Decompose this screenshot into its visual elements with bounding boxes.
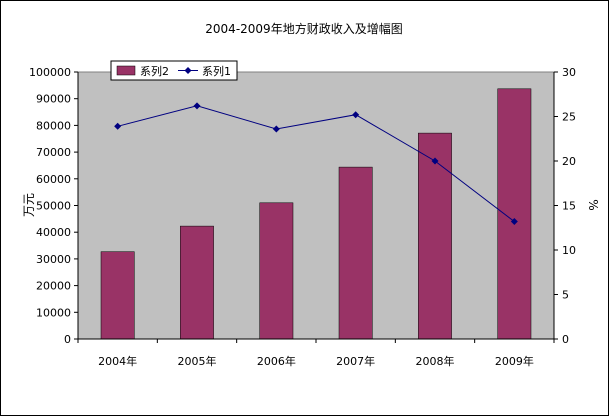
- bar-4: [338, 166, 373, 340]
- y-right-tick-label-6: 30: [562, 66, 576, 79]
- line-point-3: [272, 125, 280, 133]
- bar-5: [418, 132, 452, 340]
- y-left-tick-label-2: 20000: [36, 280, 71, 293]
- y-axis-left-label: 万元: [22, 193, 36, 217]
- y-left-tick-label-9: 90000: [36, 93, 71, 106]
- line-series-path: [117, 105, 515, 222]
- y-left-tick-label-5: 50000: [36, 200, 71, 213]
- legend-label-series-line: 系列1: [202, 64, 231, 78]
- y-left-tick-label-1: 10000: [36, 306, 71, 319]
- y-left-tick-label-6: 60000: [36, 173, 71, 186]
- chart-title: 2004-2009年地方财政收入及增幅图: [205, 21, 402, 36]
- y-right-tick-label-3: 15: [562, 200, 576, 213]
- y-right-tick-label-2: 10: [562, 244, 576, 257]
- x-tick-label-3: 2006年: [257, 354, 296, 368]
- x-tick-label-5: 2008年: [416, 354, 455, 368]
- legend-swatch-series-bar: [116, 65, 136, 76]
- axes-layer: 0 10000 20000 30000 40000 50000 60000 70000 8000…: [29, 66, 576, 368]
- y-axis-right-label: %: [586, 199, 600, 210]
- y-right-tick-label-1: 5: [562, 289, 569, 302]
- bar-3: [259, 202, 294, 340]
- y-left-tick-label-8: 80000: [36, 119, 71, 132]
- y-right-tick-label-4: 20: [562, 155, 576, 168]
- line-layer: [114, 102, 518, 226]
- y-left-tick-label-10: 100000: [29, 66, 71, 79]
- y-left-tick-label-3: 30000: [36, 253, 71, 266]
- bars-layer: [100, 88, 532, 340]
- line-point-1: [114, 122, 122, 130]
- y-right-tick-label-5: 25: [562, 111, 576, 124]
- line-point-2: [193, 102, 201, 110]
- x-tick-label-2: 2005年: [178, 354, 217, 368]
- x-tick-label-1: 2004年: [98, 354, 137, 368]
- bar-2: [180, 225, 214, 340]
- y-left-tick-label-0: 0: [64, 333, 71, 346]
- legend: 系列2 系列1: [110, 60, 238, 81]
- line-point-4: [352, 111, 360, 119]
- bar-1: [100, 251, 135, 340]
- legend-box: [110, 60, 238, 81]
- legend-label-series-bar: 系列2: [140, 64, 169, 78]
- x-tick-label-4: 2007年: [336, 354, 375, 368]
- line-point-5: [431, 157, 439, 165]
- y-left-tick-label-7: 70000: [36, 146, 71, 159]
- y-left-tick-label-4: 40000: [36, 226, 71, 239]
- legend-marker-series-line: [184, 67, 192, 74]
- x-tick-label-6: 2009年: [495, 354, 534, 368]
- y-right-tick-label-0: 0: [562, 333, 569, 346]
- plot-area: [77, 71, 555, 340]
- bar-6: [497, 88, 532, 340]
